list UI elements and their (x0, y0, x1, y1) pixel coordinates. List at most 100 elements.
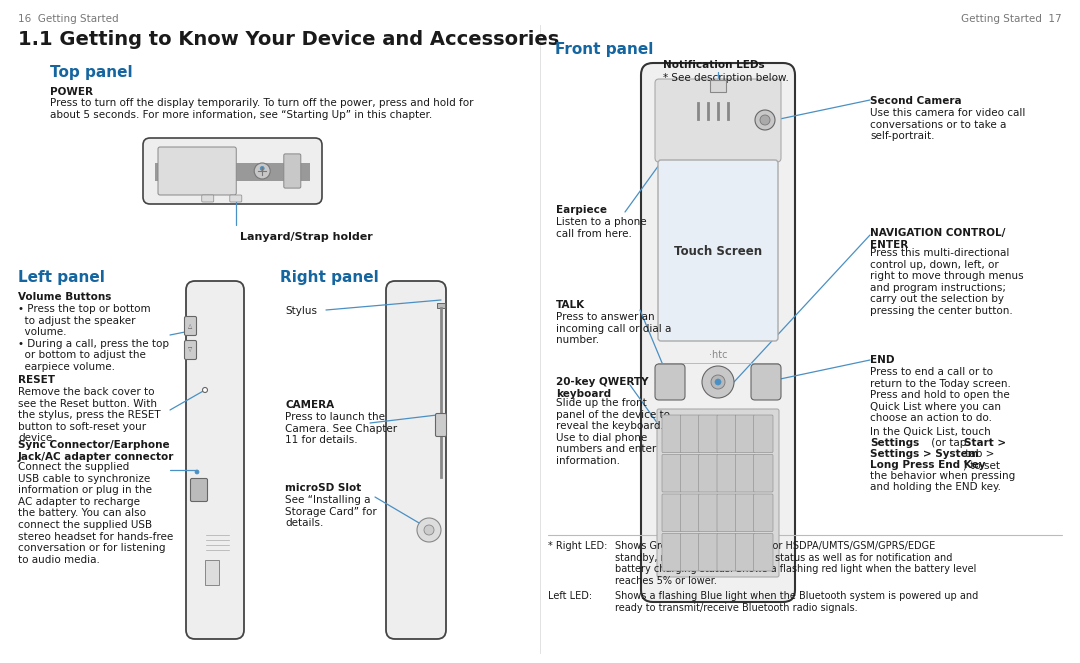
Circle shape (195, 470, 199, 474)
FancyBboxPatch shape (230, 195, 242, 202)
FancyBboxPatch shape (662, 415, 681, 453)
Text: Left panel: Left panel (18, 270, 105, 285)
Text: See “Installing a
Storage Card” for
details.: See “Installing a Storage Card” for deta… (285, 495, 377, 528)
FancyBboxPatch shape (717, 415, 737, 453)
Text: ▽: ▽ (188, 347, 192, 353)
FancyBboxPatch shape (680, 415, 700, 453)
Text: ) to set: ) to set (963, 460, 1000, 470)
Text: Front panel: Front panel (555, 42, 653, 57)
Circle shape (417, 518, 441, 542)
Text: Sync Connector/Earphone
Jack/AC adapter connector: Sync Connector/Earphone Jack/AC adapter … (18, 440, 174, 461)
Circle shape (702, 366, 734, 398)
Circle shape (760, 115, 770, 125)
Text: the behavior when pressing: the behavior when pressing (870, 471, 1015, 481)
FancyBboxPatch shape (699, 494, 718, 532)
Text: Slide up the front
panel of the device to
reveal the keyboard.
Use to dial phone: Slide up the front panel of the device t… (556, 398, 670, 466)
FancyBboxPatch shape (680, 494, 700, 532)
FancyBboxPatch shape (735, 415, 755, 453)
Circle shape (424, 525, 434, 535)
FancyBboxPatch shape (662, 494, 681, 532)
Text: Start >: Start > (964, 438, 1007, 448)
Circle shape (260, 166, 265, 170)
Text: microSD Slot: microSD Slot (285, 483, 361, 493)
Circle shape (755, 110, 775, 130)
Circle shape (254, 163, 270, 179)
Text: Remove the back cover to
see the Reset button. With
the stylus, press the RESET
: Remove the back cover to see the Reset b… (18, 387, 161, 444)
Text: 16  Getting Started: 16 Getting Started (18, 14, 119, 24)
Circle shape (203, 387, 207, 392)
Text: Settings: Settings (870, 438, 919, 448)
FancyBboxPatch shape (754, 534, 773, 571)
FancyBboxPatch shape (735, 455, 755, 492)
FancyBboxPatch shape (717, 494, 737, 532)
FancyBboxPatch shape (654, 364, 685, 400)
Text: Notification LEDs: Notification LEDs (663, 60, 765, 70)
Text: • Press the top or bottom
  to adjust the speaker
  volume.
• During a call, pre: • Press the top or bottom to adjust the … (18, 304, 168, 372)
FancyBboxPatch shape (754, 455, 773, 492)
Text: Stylus: Stylus (285, 306, 318, 316)
Text: Shows Green and Amber lights for HSDPA/UMTS/GSM/GPRS/EDGE
standby, message, and : Shows Green and Amber lights for HSDPA/U… (615, 541, 976, 586)
FancyBboxPatch shape (654, 79, 781, 162)
FancyBboxPatch shape (751, 364, 781, 400)
Text: * Right LED:: * Right LED: (548, 541, 607, 551)
Text: Top panel: Top panel (50, 65, 133, 80)
FancyBboxPatch shape (143, 138, 322, 204)
FancyBboxPatch shape (186, 281, 244, 639)
Text: Lanyard/Strap holder: Lanyard/Strap holder (240, 232, 373, 242)
Text: Touch Screen: Touch Screen (674, 245, 762, 258)
Text: Press to turn off the display temporarily. To turn off the power, press and hold: Press to turn off the display temporaril… (50, 98, 473, 119)
Text: Press to answer an
incoming call or dial a
number.: Press to answer an incoming call or dial… (556, 312, 672, 345)
Bar (205, 560, 219, 585)
FancyBboxPatch shape (735, 494, 755, 532)
Text: NAVIGATION CONTROL/
ENTER: NAVIGATION CONTROL/ ENTER (870, 228, 1005, 249)
Text: ·htc: ·htc (708, 350, 727, 360)
FancyBboxPatch shape (386, 281, 446, 639)
Bar (710, 80, 726, 92)
FancyBboxPatch shape (642, 63, 795, 602)
Text: Long Press End Key: Long Press End Key (870, 460, 986, 470)
Bar (437, 303, 445, 308)
Text: Press this multi-directional
control up, down, left, or
right to move through me: Press this multi-directional control up,… (870, 248, 1024, 316)
Text: △: △ (188, 324, 192, 328)
FancyBboxPatch shape (735, 534, 755, 571)
Text: * See description below.: * See description below. (663, 73, 788, 83)
Text: Getting Started  17: Getting Started 17 (961, 14, 1062, 24)
FancyBboxPatch shape (754, 415, 773, 453)
Text: 1.1 Getting to Know Your Device and Accessories: 1.1 Getting to Know Your Device and Acce… (18, 30, 559, 49)
Text: Right panel: Right panel (280, 270, 379, 285)
FancyBboxPatch shape (662, 534, 681, 571)
Text: Use this camera for video call
conversations or to take a
self-portrait.: Use this camera for video call conversat… (870, 108, 1025, 141)
Text: and holding the END key.: and holding the END key. (870, 482, 1001, 492)
Text: CAMERA: CAMERA (285, 400, 334, 410)
FancyBboxPatch shape (158, 147, 237, 195)
FancyBboxPatch shape (202, 195, 214, 202)
Text: Connect the supplied
USB cable to synchronize
information or plug in the
AC adap: Connect the supplied USB cable to synchr… (18, 462, 173, 565)
Text: Earpiece: Earpiece (556, 205, 607, 215)
Text: TALK: TALK (556, 300, 585, 310)
FancyBboxPatch shape (717, 455, 737, 492)
Circle shape (715, 379, 721, 385)
Bar (156, 163, 310, 182)
Text: (or tap: (or tap (928, 438, 970, 448)
FancyBboxPatch shape (657, 409, 779, 577)
Text: Volume Buttons: Volume Buttons (18, 292, 111, 302)
FancyBboxPatch shape (680, 455, 700, 492)
Text: Shows a flashing Blue light when the Bluetooth system is powered up and
ready to: Shows a flashing Blue light when the Blu… (615, 591, 978, 613)
FancyBboxPatch shape (680, 534, 700, 571)
Text: END: END (870, 355, 894, 365)
Text: POWER: POWER (50, 87, 93, 97)
FancyBboxPatch shape (699, 455, 718, 492)
FancyBboxPatch shape (699, 534, 718, 571)
Text: Second Camera: Second Camera (870, 96, 961, 106)
Circle shape (711, 375, 725, 389)
FancyBboxPatch shape (185, 341, 197, 359)
FancyBboxPatch shape (658, 160, 778, 341)
FancyBboxPatch shape (699, 415, 718, 453)
FancyBboxPatch shape (717, 534, 737, 571)
Text: tab >: tab > (962, 449, 995, 459)
Text: Listen to a phone
call from here.: Listen to a phone call from here. (556, 217, 647, 239)
FancyBboxPatch shape (754, 494, 773, 532)
Text: Left LED:: Left LED: (548, 591, 592, 601)
Text: 20-key QWERTY
keyboard: 20-key QWERTY keyboard (556, 377, 648, 398)
FancyBboxPatch shape (185, 316, 197, 335)
